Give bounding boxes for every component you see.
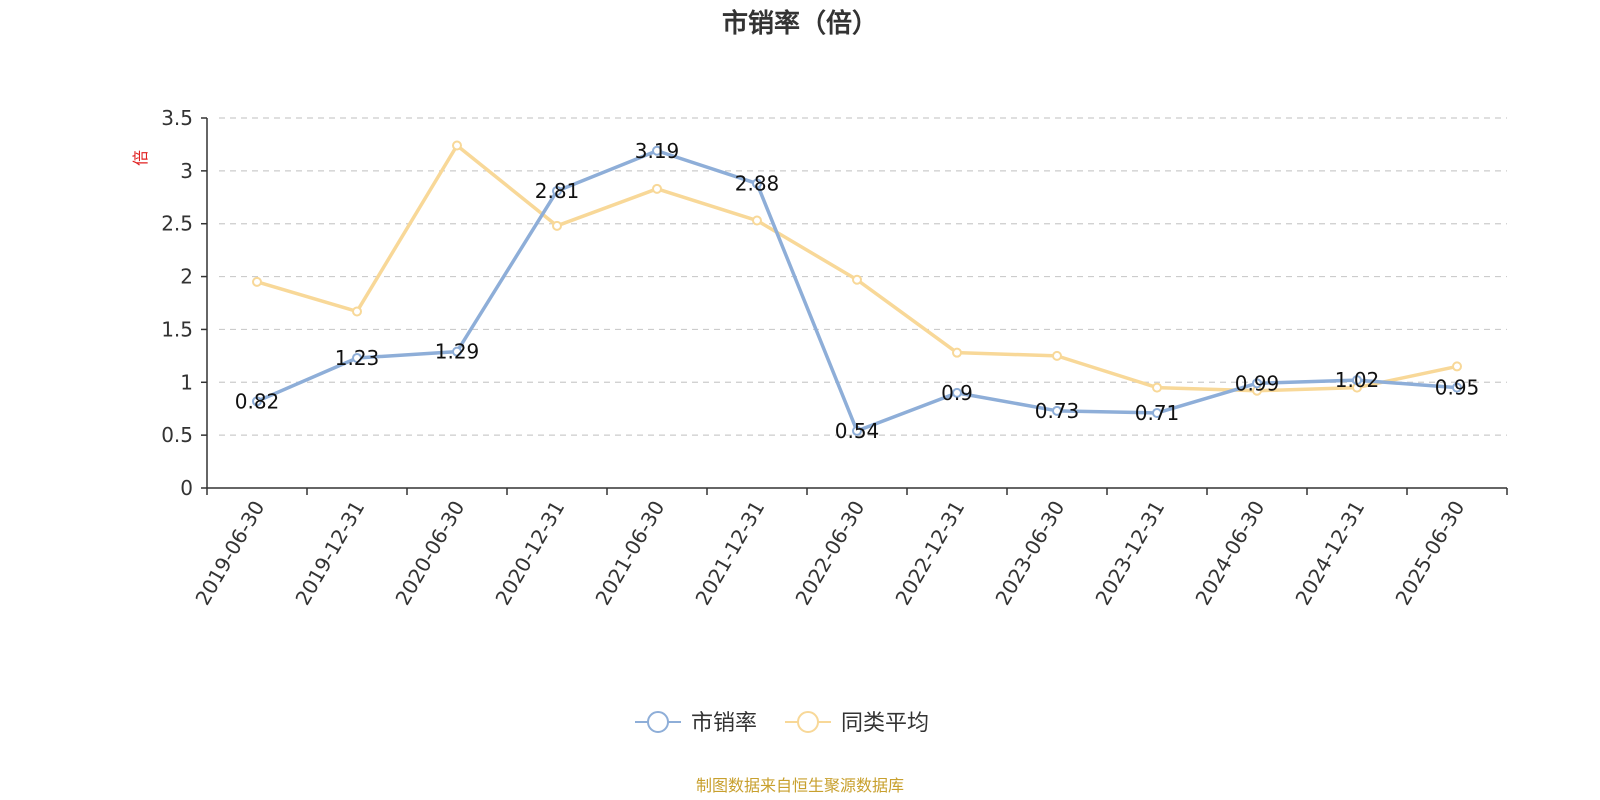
grid-lines <box>219 117 1507 436</box>
x-tick-label: 2021-12-31 <box>690 497 769 610</box>
data-label: 0.82 <box>235 389 280 413</box>
x-tick-label: 2021-06-30 <box>590 497 669 610</box>
series-point-0[interactable] <box>1052 405 1062 416</box>
series-point-1[interactable] <box>552 220 562 231</box>
data-label: 1.02 <box>1335 368 1380 392</box>
x-tick-label: 2022-06-30 <box>790 497 869 610</box>
series-point-0[interactable] <box>1152 407 1162 418</box>
y-tick-label: 2.5 <box>161 212 193 236</box>
y-tick-label: 1 <box>180 370 193 394</box>
x-tick-label: 2019-12-31 <box>290 497 369 610</box>
data-label: 0.9 <box>941 381 973 405</box>
series-point-1[interactable] <box>752 215 762 226</box>
data-label: 0.95 <box>1435 376 1480 400</box>
x-tick-label: 2024-12-31 <box>1290 497 1369 610</box>
data-labels: 0.82 1.23 1.29 2.81 3.19 2.88 0.54 0.9 0.73 0.71 0… <box>235 139 1480 443</box>
legend-item-0[interactable]: 市销率 <box>635 711 757 736</box>
x-tick-label: 2020-12-31 <box>490 497 569 610</box>
data-label: 0.73 <box>1035 399 1080 423</box>
series-point-0[interactable] <box>952 387 962 398</box>
data-source-note: 制图数据来自恒生聚源数据库 <box>696 776 904 795</box>
series-point-1[interactable] <box>452 140 462 151</box>
series-point-1[interactable] <box>652 183 662 194</box>
data-label: 1.29 <box>435 340 480 364</box>
series-point-1[interactable] <box>1152 382 1162 393</box>
x-tick-label: 2024-06-30 <box>1190 497 1269 610</box>
series-point-1[interactable] <box>1052 350 1062 361</box>
data-label: 0.54 <box>835 419 880 443</box>
data-label: 2.81 <box>535 179 580 203</box>
series-point-1[interactable] <box>952 347 962 358</box>
x-tick-label: 2020-06-30 <box>390 497 469 610</box>
series-point-1[interactable] <box>1452 361 1462 372</box>
data-label: 2.88 <box>735 172 780 196</box>
data-label: 0.71 <box>1135 401 1180 425</box>
data-label: 0.99 <box>1235 371 1280 395</box>
series-point-0[interactable] <box>752 178 762 189</box>
data-label: 3.19 <box>635 139 680 163</box>
legend-marker <box>647 711 669 733</box>
y-tick-label: 0.5 <box>161 423 193 447</box>
legend-item-1[interactable]: 同类平均 <box>785 711 929 736</box>
legend-marker <box>797 711 819 733</box>
series-point-0[interactable] <box>1352 375 1362 386</box>
chart-title: 市销率（倍） <box>722 8 878 39</box>
x-tick-label: 2025-06-30 <box>1390 497 1469 610</box>
series-point-0[interactable] <box>1452 382 1462 393</box>
y-tick-label: 0 <box>180 476 193 500</box>
legend-label: 同类平均 <box>841 711 929 736</box>
x-tick-label: 2023-06-30 <box>990 497 1069 610</box>
data-label: 1.23 <box>335 346 380 370</box>
y-tick-label: 3.5 <box>161 106 193 130</box>
series-point-0[interactable] <box>452 346 462 357</box>
series-lines <box>252 140 1462 436</box>
series-point-0[interactable] <box>652 145 662 156</box>
series-point-1[interactable] <box>852 274 862 285</box>
legend: 市销率 同类平均 <box>635 711 929 736</box>
x-tick-label: 2019-06-30 <box>190 497 269 610</box>
series-point-1[interactable] <box>352 306 362 317</box>
series-point-0[interactable] <box>252 396 262 407</box>
legend-label: 市销率 <box>691 711 757 736</box>
series-point-0[interactable] <box>552 185 562 196</box>
x-tick-label: 2023-12-31 <box>1090 497 1169 610</box>
y-tick-label: 3 <box>180 159 193 183</box>
series-point-0[interactable] <box>352 352 362 363</box>
y-axis-unit-label: 倍 <box>131 150 150 166</box>
x-tick-label: 2022-12-31 <box>890 497 969 610</box>
y-tick-label: 2 <box>180 265 193 289</box>
series-point-0[interactable] <box>1252 378 1262 389</box>
series-point-0[interactable] <box>852 425 862 436</box>
y-tick-label: 1.5 <box>161 317 193 341</box>
series-point-1[interactable] <box>252 276 262 287</box>
